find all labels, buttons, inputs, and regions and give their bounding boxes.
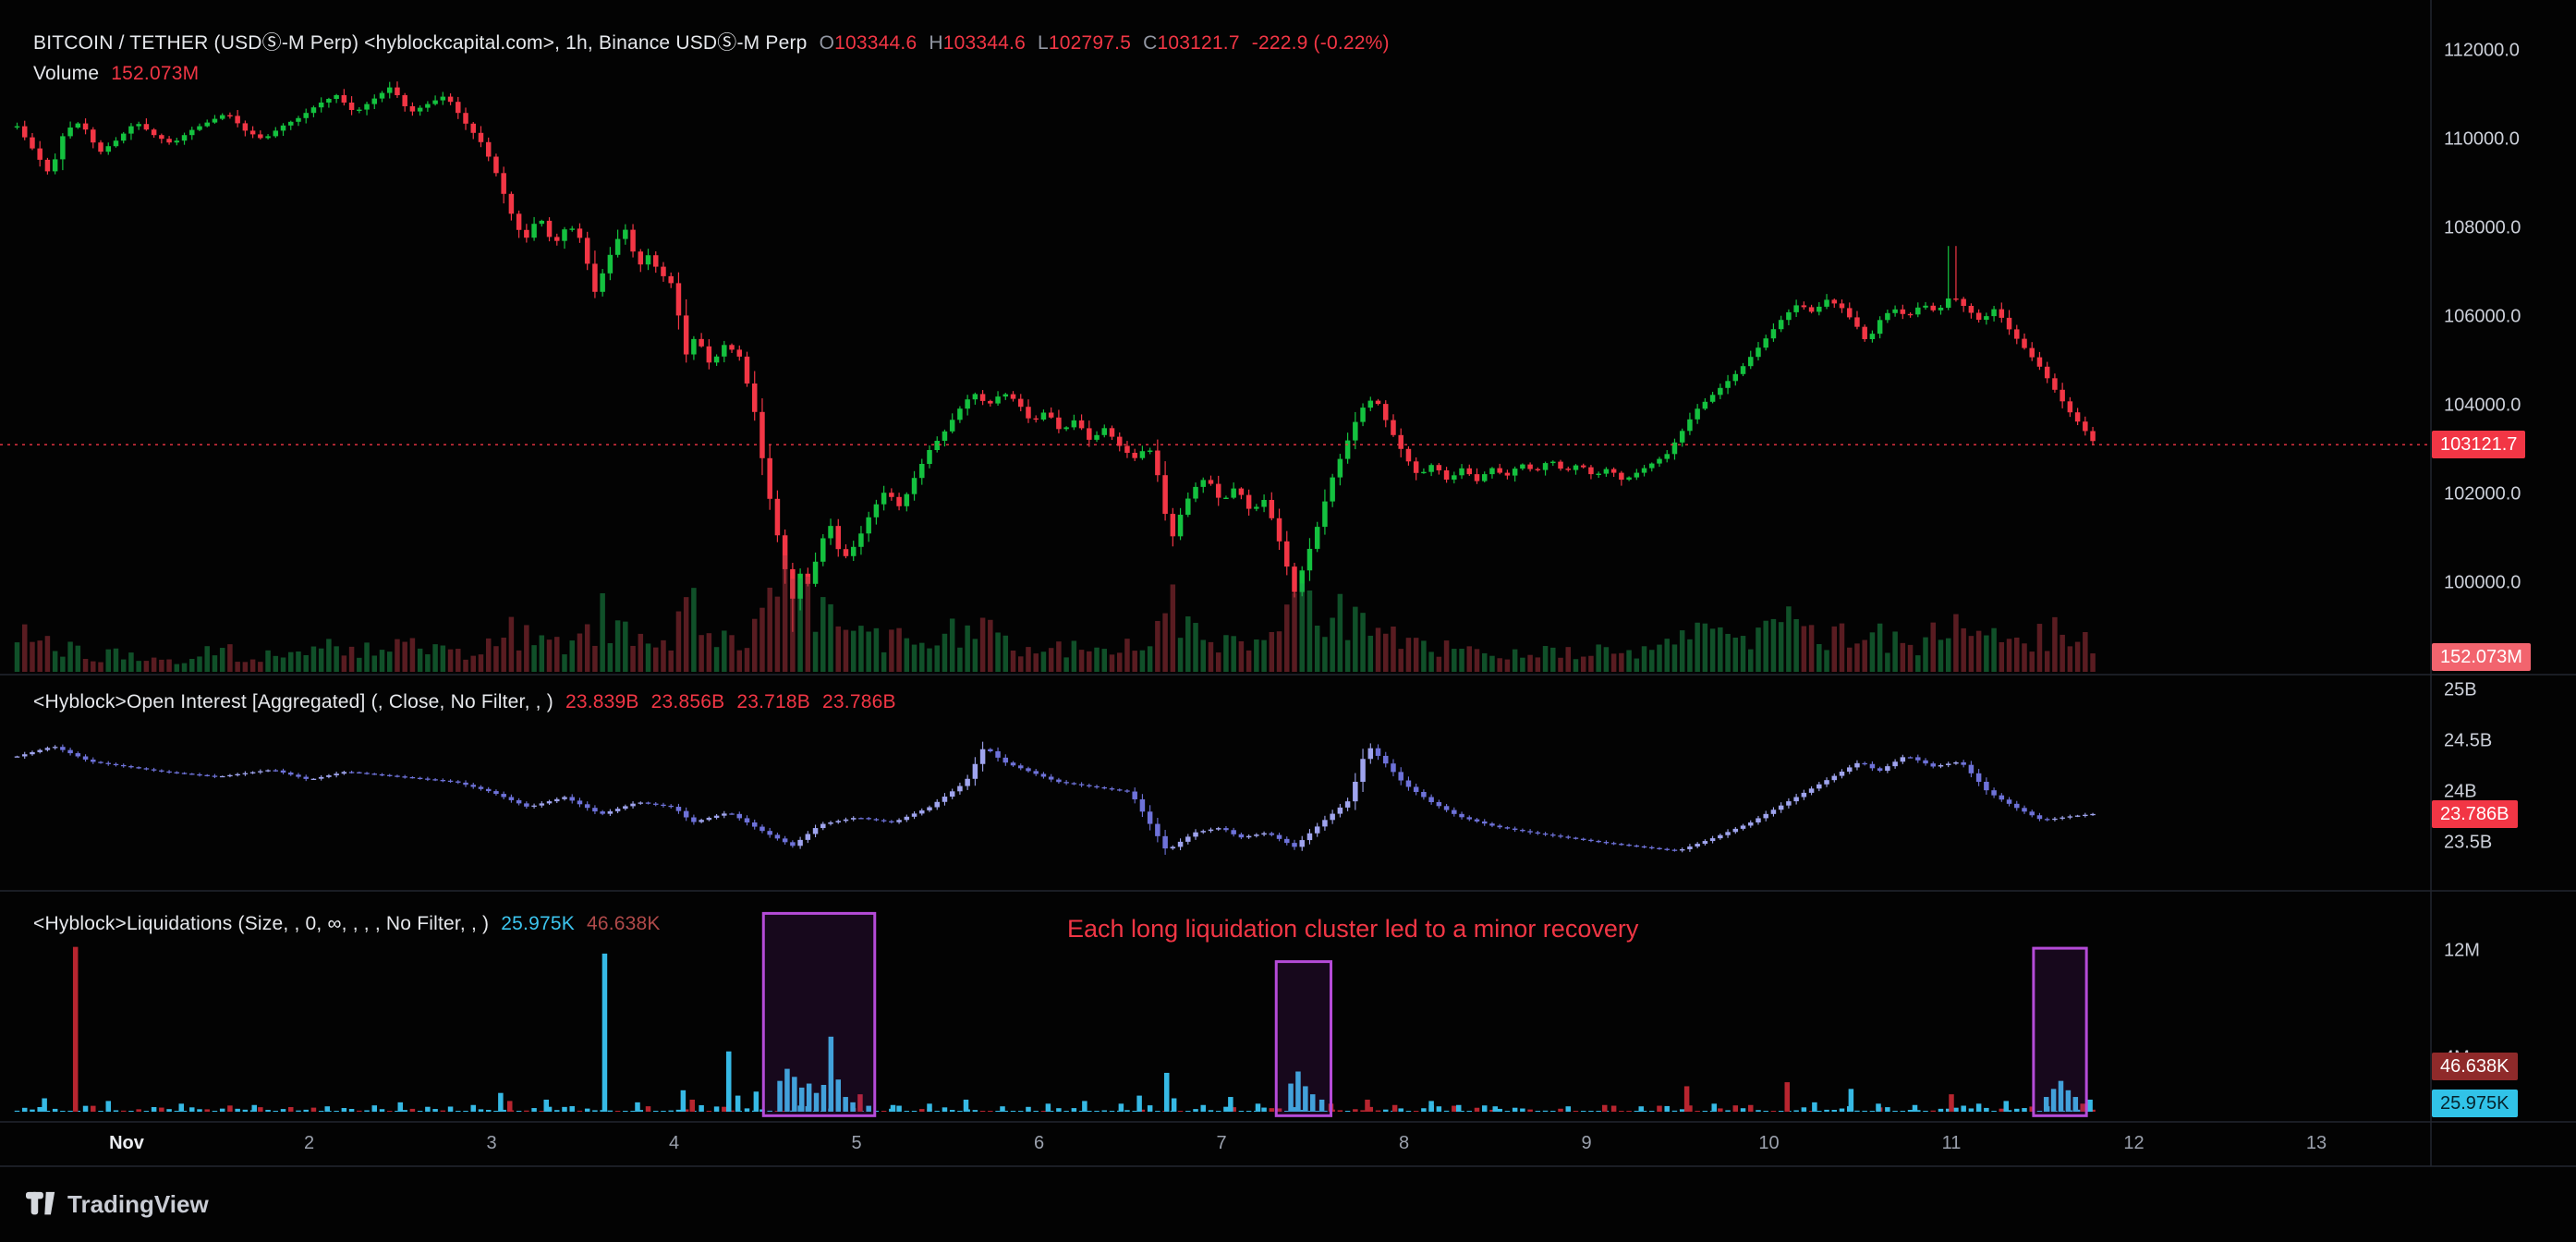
liq-tick-label: 12M xyxy=(2444,940,2480,961)
brand-name: TradingView xyxy=(67,1190,209,1218)
liq-legend[interactable]: <Hyblock>Liquidations (Size, , 0, ∞, , ,… xyxy=(33,913,667,935)
price-tick-label: 108000.0 xyxy=(2444,217,2521,238)
open-value: 103344.6 xyxy=(834,32,917,54)
liq-long-value: 25.975K xyxy=(501,913,575,934)
time-label: 9 xyxy=(1581,1133,1592,1153)
change-value: -222.9 (-0.22%) xyxy=(1251,32,1390,54)
oi-low-value: 23.718B xyxy=(736,691,810,712)
time-label: 8 xyxy=(1398,1133,1410,1153)
time-label: 7 xyxy=(1216,1133,1227,1153)
oi-tick-label: 24B xyxy=(2444,781,2477,802)
time-label: 3 xyxy=(486,1133,497,1153)
time-label: 5 xyxy=(851,1133,862,1153)
price-tick-label: 112000.0 xyxy=(2444,40,2520,61)
last-price-label: 103121.7 xyxy=(2432,431,2526,459)
time-label: 10 xyxy=(1758,1133,1780,1153)
low-value: 102797.5 xyxy=(1048,32,1132,54)
symbol-title[interactable]: BITCOIN / TETHER (USDⓈ-M Perp) <hyblockc… xyxy=(33,32,808,54)
price-tick-label: 106000.0 xyxy=(2444,306,2521,327)
oi-tick-label: 24.5B xyxy=(2444,730,2493,751)
volume-value: 152.073M xyxy=(111,63,200,84)
tradingview-branding[interactable]: TradingView xyxy=(26,1190,209,1219)
symbol-legend[interactable]: BITCOIN / TETHER (USDⓈ-M Perp) <hyblockc… xyxy=(33,28,1396,55)
oi-open-value: 23.839B xyxy=(565,691,639,712)
price-tick-label: 110000.0 xyxy=(2444,128,2520,150)
close-value: 103121.7 xyxy=(1157,32,1240,54)
annotation-text: Each long liquidation cluster led to a m… xyxy=(1067,915,1639,943)
oi-high-value: 23.856B xyxy=(650,691,725,712)
time-label: 6 xyxy=(1033,1133,1045,1153)
time-label: 12 xyxy=(2123,1133,2145,1153)
oi-tick-label: 23.5B xyxy=(2444,832,2493,853)
low-label: L xyxy=(1038,32,1049,54)
liq-long-axis-label: 25.975K xyxy=(2432,1090,2518,1117)
liq-legend-title: <Hyblock>Liquidations (Size, , 0, ∞, , ,… xyxy=(33,913,490,934)
oi-legend[interactable]: <Hyblock>Open Interest [Aggregated] (, C… xyxy=(33,691,903,713)
time-label: Nov xyxy=(109,1133,144,1153)
time-label: 13 xyxy=(2305,1133,2327,1153)
high-label: H xyxy=(929,32,943,54)
high-value: 103344.6 xyxy=(942,32,1026,54)
time-label: 11 xyxy=(1941,1133,1962,1153)
liq-short-value: 46.638K xyxy=(586,913,661,934)
time-label: 4 xyxy=(668,1133,680,1153)
oi-close-value: 23.786B xyxy=(822,691,896,712)
tradingview-logo-icon xyxy=(26,1191,55,1214)
price-tick-label: 102000.0 xyxy=(2444,483,2521,505)
volume-legend[interactable]: Volume 152.073M xyxy=(33,63,205,85)
price-tick-label: 100000.0 xyxy=(2444,572,2521,593)
time-label: 2 xyxy=(303,1133,315,1153)
liq-short-axis-label: 46.638K xyxy=(2432,1053,2518,1080)
oi-legend-title: <Hyblock>Open Interest [Aggregated] (, C… xyxy=(33,691,553,712)
oi-tick-label: 25B xyxy=(2444,679,2477,700)
volume-axis-label: 152.073M xyxy=(2432,643,2531,671)
volume-label: Volume xyxy=(33,63,100,84)
oi-axis-label: 23.786B xyxy=(2432,799,2518,828)
open-label: O xyxy=(819,32,835,54)
close-label: C xyxy=(1143,32,1158,54)
price-tick-label: 104000.0 xyxy=(2444,395,2521,416)
